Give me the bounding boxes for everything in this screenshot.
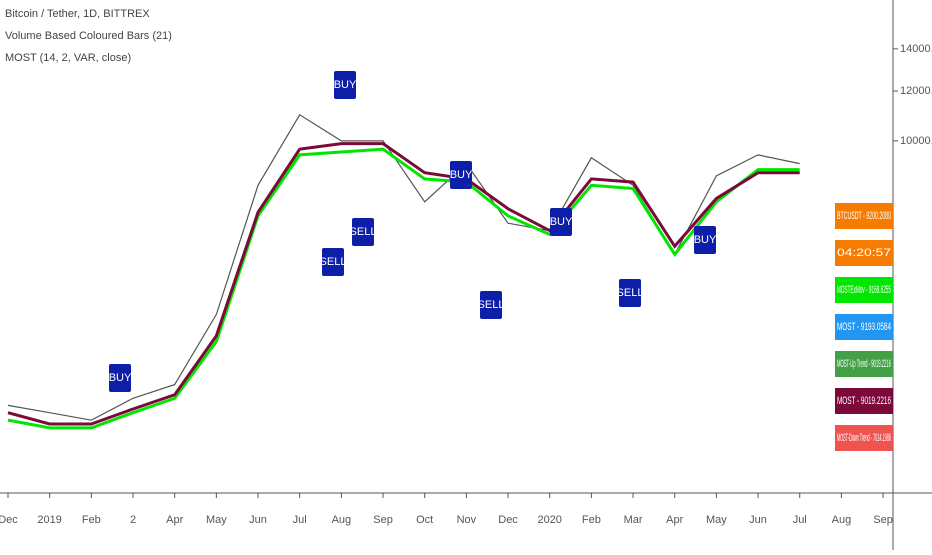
x-tick-label: Jun xyxy=(249,514,267,526)
signal-box xyxy=(322,248,344,276)
signal-box xyxy=(694,226,716,254)
x-tick-label: 2 xyxy=(130,514,136,526)
price-label-box xyxy=(835,314,893,340)
signal-label: SELL xyxy=(478,299,505,311)
x-tick-label: Sep xyxy=(873,514,893,526)
x-tick-label: Oct xyxy=(416,514,433,526)
x-tick-label: 2019 xyxy=(37,514,61,526)
chart-title: Bitcoin / Tether, 1D, BITTREX xyxy=(5,8,150,20)
signal-label: BUY xyxy=(550,216,573,228)
price-label: BTCUSDT - 9200.2080 xyxy=(837,210,891,222)
x-tick-label: Mar xyxy=(624,514,643,526)
x-tick-label: Sep xyxy=(373,514,393,526)
price-label-box xyxy=(835,240,893,266)
x-tick-label: Jun xyxy=(749,514,767,526)
price-label-box xyxy=(835,388,893,414)
x-tick-label: 2020 xyxy=(537,514,561,526)
price-label: MOST - 9019.2216 xyxy=(837,395,891,407)
signal-box xyxy=(550,208,572,236)
x-tick-label: Feb xyxy=(82,514,101,526)
y-tick-label: 12000.0000 xyxy=(900,85,932,97)
signal-box xyxy=(450,161,472,189)
y-tick-label: 10000.0000 xyxy=(900,135,932,147)
x-tick-label: Nov xyxy=(457,514,477,526)
signal-label: BUY xyxy=(450,169,473,181)
y-tick-label: 14000.0000 xyxy=(900,43,932,55)
x-tick-label: Aug xyxy=(332,514,352,526)
signal-label: SELL xyxy=(350,226,377,238)
price-label: 04:20:57 xyxy=(837,247,891,259)
indicator-label: Volume Based Coloured Bars (21) xyxy=(5,30,172,42)
x-tick-label: Apr xyxy=(666,514,683,526)
x-tick-label: Jul xyxy=(293,514,307,526)
signal-box xyxy=(619,279,641,307)
signal-label: SELL xyxy=(320,256,347,268)
series-line xyxy=(7,142,800,426)
x-tick-label: Apr xyxy=(166,514,183,526)
x-tick-label: Dec xyxy=(0,514,18,526)
x-tick-label: May xyxy=(206,514,227,526)
x-tick-label: Feb xyxy=(582,514,601,526)
signal-label: SELL xyxy=(617,287,644,299)
price-label: MOST-Up Trend - 9019.2216 xyxy=(837,358,891,370)
price-label: MOST-Down Trend - 7014.1986 xyxy=(837,432,891,444)
price-label: MOST - 9193.0584 xyxy=(837,321,891,333)
x-tick-label: Aug xyxy=(832,514,852,526)
signal-box xyxy=(480,291,502,319)
signal-box xyxy=(109,364,131,392)
price-label: MOSTExMov - 9168.6255 xyxy=(837,284,891,296)
x-tick-label: Dec xyxy=(498,514,518,526)
x-tick-label: May xyxy=(706,514,727,526)
signal-label: BUY xyxy=(334,79,357,91)
signal-label: BUY xyxy=(694,234,717,246)
price-label-box xyxy=(835,203,893,229)
signal-box xyxy=(352,218,374,246)
series-line xyxy=(7,147,800,430)
signal-box xyxy=(334,71,356,99)
price-label-box xyxy=(835,425,893,451)
signal-label: BUY xyxy=(109,372,132,384)
price-label-box xyxy=(835,277,893,303)
indicator-label: MOST (14, 2, VAR, close) xyxy=(5,52,131,64)
price-label-box xyxy=(835,351,893,377)
x-tick-label: Jul xyxy=(793,514,807,526)
